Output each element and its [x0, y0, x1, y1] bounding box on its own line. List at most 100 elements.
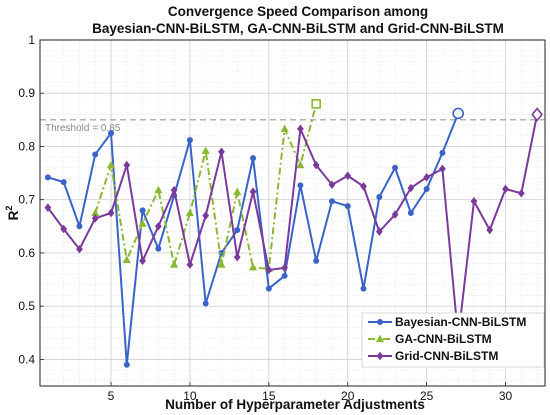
data-point-bayesian-cnn-bilstm [439, 149, 446, 156]
data-point-bayesian-cnn-bilstm [60, 179, 67, 186]
data-point-grid-cnn-bilstm [107, 208, 115, 218]
data-point-grid-cnn-bilstm [439, 164, 446, 174]
data-point-bayesian-cnn-bilstm [202, 300, 209, 307]
x-tick-label: 15 [262, 389, 276, 403]
data-point-grid-cnn-bilstm [281, 263, 289, 273]
x-axis-label: Number of Hyperparameter Adjustments [165, 397, 425, 412]
data-point-bayesian-cnn-bilstm [139, 207, 146, 214]
data-point-grid-cnn-bilstm [249, 187, 257, 196]
data-point-grid-cnn-bilstm [407, 183, 415, 193]
data-point-grid-cnn-bilstm [344, 171, 352, 180]
data-point-grid-cnn-bilstm [123, 160, 131, 170]
data-point-bayesian-cnn-bilstm [76, 223, 83, 230]
data-point-ga-cnn-bilstm [233, 187, 242, 195]
data-point-bayesian-cnn-bilstm [250, 155, 257, 162]
y-tick-label: 0.6 [18, 246, 35, 260]
series-layer [44, 99, 543, 368]
series-final-point-bayesian-cnn-bilstm [452, 107, 465, 120]
series-bayesian-cnn-bilstm [44, 107, 465, 368]
data-point-ga-cnn-bilstm [296, 160, 305, 169]
data-point-bayesian-cnn-bilstm [423, 186, 430, 193]
data-point-grid-cnn-bilstm [76, 244, 83, 254]
data-point-grid-cnn-bilstm [391, 210, 399, 219]
x-tick-label: 5 [108, 389, 115, 403]
data-point-bayesian-cnn-bilstm [108, 130, 115, 137]
data-point-grid-cnn-bilstm [502, 184, 509, 194]
legend-marker-grid-cnn-bilstm [376, 351, 384, 361]
data-point-grid-cnn-bilstm [470, 197, 478, 206]
x-tick-label: 25 [420, 389, 434, 403]
data-point-ga-cnn-bilstm [138, 219, 147, 227]
data-point-grid-cnn-bilstm [265, 265, 273, 275]
data-point-bayesian-cnn-bilstm [392, 164, 399, 171]
data-point-grid-cnn-bilstm [517, 189, 525, 198]
data-point-ga-cnn-bilstm [122, 255, 131, 263]
data-point-bayesian-cnn-bilstm [234, 227, 241, 234]
legend-marker-bayesian-cnn-bilstm [376, 318, 383, 325]
y-tick-label: 0.9 [18, 86, 35, 100]
y-tick-label: 1 [28, 33, 35, 47]
y-tick-label: 0.4 [18, 352, 35, 366]
data-point-bayesian-cnn-bilstm [297, 182, 304, 189]
data-point-grid-cnn-bilstm [202, 211, 210, 220]
y-tick-label: 0.7 [18, 193, 35, 207]
y-tick-labels: 0.4 0.5 0.6 0.7 0.8 0.9 1 [18, 33, 44, 366]
chart-title-line-1: Convergence Speed Comparison among [168, 4, 428, 19]
data-point-grid-cnn-bilstm [170, 185, 178, 195]
data-point-bayesian-cnn-bilstm [44, 174, 51, 181]
data-point-bayesian-cnn-bilstm [313, 257, 320, 264]
y-axis-label-superscript: 2 [4, 206, 14, 211]
data-point-ga-cnn-bilstm [106, 160, 116, 169]
legend-marker-ga-cnn-bilstm [375, 334, 385, 343]
data-point-ga-cnn-bilstm [201, 146, 210, 154]
data-point-bayesian-cnn-bilstm [376, 194, 383, 201]
series-grid-cnn-bilstm [44, 107, 543, 343]
data-point-bayesian-cnn-bilstm [328, 198, 335, 205]
legend-label-grid-cnn-bilstm: Grid-CNN-BiLSTM [395, 349, 498, 363]
data-point-grid-cnn-bilstm [360, 182, 367, 191]
data-point-bayesian-cnn-bilstm [344, 203, 351, 210]
threshold-label: Threshold = 0.85 [45, 123, 121, 134]
data-point-bayesian-cnn-bilstm [186, 137, 193, 144]
data-point-ga-cnn-bilstm [185, 208, 195, 217]
series-final-point-ga-cnn-bilstm [311, 99, 321, 109]
data-point-bayesian-cnn-bilstm [92, 151, 99, 158]
data-point-grid-cnn-bilstm [139, 256, 146, 266]
data-point-bayesian-cnn-bilstm [155, 245, 162, 252]
data-point-grid-cnn-bilstm [91, 214, 99, 223]
y-tick-label: 0.8 [18, 139, 35, 153]
data-point-grid-cnn-bilstm [60, 224, 68, 234]
series-ga-cnn-bilstm [91, 99, 321, 273]
legend-box [361, 312, 545, 368]
data-point-grid-cnn-bilstm [44, 203, 52, 212]
data-point-grid-cnn-bilstm [423, 173, 431, 182]
data-point-grid-cnn-bilstm [186, 260, 194, 269]
x-tick-labels: 5 10 15 20 25 30 [108, 382, 513, 403]
data-point-ga-cnn-bilstm [170, 260, 179, 268]
data-point-ga-cnn-bilstm [154, 185, 163, 194]
series-line-grid-cnn-bilstm [47, 114, 539, 340]
data-point-grid-cnn-bilstm [154, 222, 162, 231]
x-tick-label: 30 [499, 389, 513, 403]
y-tick-label: 0.5 [18, 299, 35, 313]
data-point-grid-cnn-bilstm [296, 124, 304, 134]
data-point-bayesian-cnn-bilstm [281, 272, 288, 279]
legend: Bayesian-CNN-BiLSTM GA-CNN-BiLSTM Grid-CNN… [361, 312, 545, 368]
data-point-bayesian-cnn-bilstm [360, 285, 367, 292]
series-final-point-grid-cnn-bilstm [531, 107, 543, 122]
plot-frame [39, 39, 546, 387]
data-point-grid-cnn-bilstm [233, 252, 241, 262]
data-point-grid-cnn-bilstm [312, 160, 320, 170]
data-point-grid-cnn-bilstm [486, 225, 494, 235]
legend-label-bayesian-cnn-bilstm: Bayesian-CNN-BiLSTM [395, 315, 526, 329]
data-point-bayesian-cnn-bilstm [123, 361, 130, 368]
data-point-grid-cnn-bilstm [218, 147, 225, 157]
data-point-grid-cnn-bilstm [328, 180, 336, 190]
data-point-ga-cnn-bilstm [280, 124, 289, 133]
x-tick-label: 20 [341, 389, 355, 403]
x-tick-label: 10 [183, 389, 197, 403]
legend-label-ga-cnn-bilstm: GA-CNN-BiLSTM [395, 332, 492, 346]
y-axis-label-main: R [6, 210, 21, 220]
y-axis-label: R2 [4, 206, 21, 221]
